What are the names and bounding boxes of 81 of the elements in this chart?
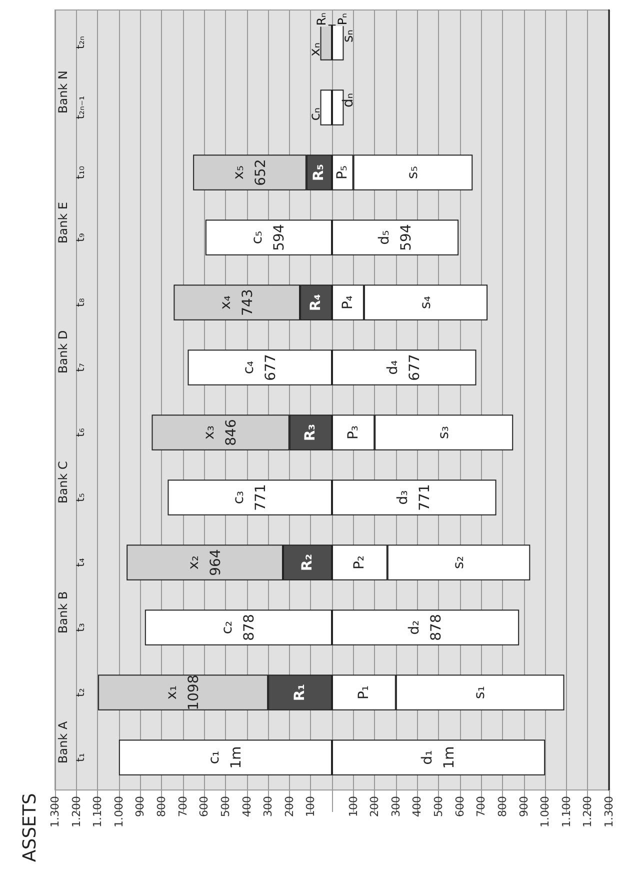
x-tick-label: 400 (240, 796, 254, 817)
data-label: d₄ 677 (385, 354, 424, 381)
annotation: Bank E (56, 202, 70, 244)
y-axis-title: ASSETS (20, 793, 40, 862)
y-tick-label: t₁ (74, 753, 87, 762)
x-tick-label: 700 (474, 796, 488, 817)
x-tick-label: 1.300 (602, 796, 616, 828)
data-label: c₅ 594 (250, 224, 288, 251)
y-tick-label: t₈ (74, 298, 87, 307)
y-tick-label: t₁₀ (74, 165, 87, 180)
x-tick-label: 1.000 (112, 796, 126, 828)
x-tick-label: 400 (410, 796, 424, 817)
annotation: Bank A (56, 720, 70, 764)
x-tick-label: 1.100 (560, 796, 573, 828)
data-label: s₅ (404, 166, 421, 179)
data-label: P₃ (345, 425, 362, 440)
data-label: x₅ 652 (230, 159, 269, 186)
annotation: Rₙ (314, 12, 328, 26)
data-label: x₃ 846 (202, 419, 240, 446)
data-label: c₃ 771 (230, 484, 269, 511)
annotation: Bank C (56, 461, 70, 504)
data-label: P₄ (340, 295, 356, 310)
data-label: xₙ (307, 42, 324, 56)
x-tick-label: 300 (389, 796, 402, 817)
y-tick-label: t₉ (74, 233, 87, 242)
data-label: d₃ 771 (395, 484, 434, 511)
data-label: R₄ (308, 294, 324, 311)
data-label: d₁ 1m (420, 746, 458, 769)
y-tick-label: t₃ (74, 623, 87, 632)
x-tick-label: 800 (496, 796, 509, 817)
y-tick-label: t₅ (74, 493, 87, 502)
y-tick-label: t₂ (74, 688, 87, 697)
y-tick-label: t₂ₙ₋₁ (74, 96, 87, 120)
data-label: s₁ (472, 686, 488, 699)
x-tick-label: 1.200 (70, 796, 83, 828)
annotation: Pₙ (336, 12, 350, 26)
data-label: cₙ (307, 108, 324, 121)
data-label: s₃ (436, 426, 452, 439)
data-label: x₂ 964 (186, 549, 224, 576)
data-label: R₅ (311, 164, 328, 181)
data-label: x₁ 1098 (164, 674, 202, 710)
x-tick-label: 600 (198, 796, 211, 817)
x-tick-label: 100 (346, 796, 360, 817)
x-tick-label: 600 (453, 796, 466, 817)
x-tick-label: 500 (218, 796, 232, 817)
data-label: dₙ (340, 93, 357, 108)
data-label: P₁ (356, 685, 372, 700)
data-label: c₂ 878 (219, 614, 258, 641)
data-label: c₁ 1m (206, 746, 244, 769)
data-label: d₅ 594 (376, 224, 414, 251)
y-tick-label: t₇ (74, 363, 87, 372)
data-label: d₂ 878 (406, 614, 445, 641)
annotation: Bank B (56, 591, 70, 634)
y-tick-label: t₄ (74, 558, 87, 567)
x-tick-label: 300 (262, 796, 275, 817)
x-tick-label: 900 (517, 796, 530, 817)
data-label: R₂ (299, 554, 316, 571)
x-tick-label: 200 (368, 796, 382, 817)
x-tick-label: 700 (176, 796, 190, 817)
data-label: x₄ 743 (218, 289, 256, 316)
x-tick-label: 100 (304, 796, 318, 817)
x-tick-label: 1.200 (581, 796, 594, 828)
x-tick-label: 1.300 (48, 796, 62, 828)
data-label: R₁ (292, 684, 308, 701)
x-tick-label: 1.000 (538, 796, 552, 828)
x-tick-label: 500 (432, 796, 446, 817)
data-label: P₅ (334, 165, 351, 180)
data-label: R₃ (302, 424, 319, 441)
x-tick-label: 900 (134, 796, 147, 817)
annotation: Bank N (56, 70, 70, 114)
y-tick-label: t₂ₙ (74, 36, 87, 50)
x-tick-label: 200 (282, 796, 296, 817)
x-tick-label: 800 (155, 796, 168, 817)
data-label: sₙ (340, 30, 357, 42)
annotation: Bank D (56, 330, 70, 374)
data-label: s₂ (450, 556, 467, 569)
y-tick-label: t₆ (74, 428, 87, 437)
data-label: P₂ (352, 555, 368, 570)
data-label: s₄ (418, 296, 434, 309)
data-label: c₄ 677 (240, 354, 279, 381)
x-tick-label: 1.100 (91, 796, 104, 828)
